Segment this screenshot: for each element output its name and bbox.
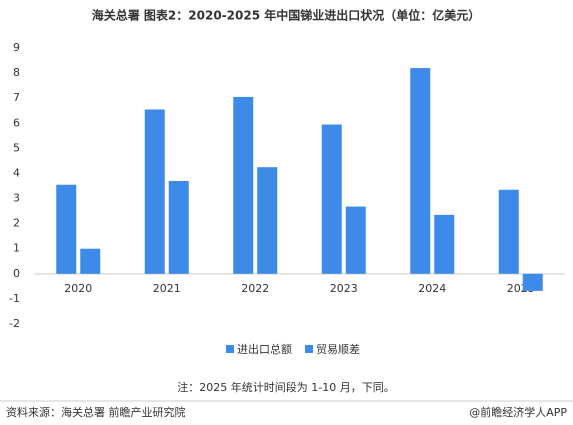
bar	[56, 184, 77, 274]
bar	[233, 96, 254, 274]
legend-swatch	[305, 345, 313, 353]
y-tick-label: 5	[13, 141, 20, 154]
bar	[144, 109, 165, 274]
chart-title: 海关总署 图表2：2020-2025 年中国锑业进出口状况（单位：亿美元）	[92, 8, 481, 23]
bar	[168, 180, 189, 274]
y-tick-label: 7	[13, 91, 20, 104]
legend-label: 贸易顺差	[316, 342, 360, 356]
bar	[434, 214, 455, 274]
bar	[80, 248, 101, 274]
x-tick-label: 2020	[64, 282, 92, 295]
bar	[522, 273, 543, 291]
legend-label: 进出口总额	[237, 342, 292, 356]
y-tick-label: -1	[9, 292, 20, 305]
bar	[257, 167, 278, 274]
x-tick-label: 2021	[153, 282, 181, 295]
y-tick-label: 1	[13, 242, 20, 255]
bar	[321, 124, 342, 274]
credit: @前瞻经济学人APP	[469, 405, 567, 419]
y-tick-label: 4	[13, 166, 20, 179]
y-tick-label: 2	[13, 217, 20, 230]
source: 资料来源：海关总署 前瞻产业研究院	[6, 405, 186, 419]
bar	[498, 189, 519, 274]
y-tick-label: -2	[9, 317, 20, 330]
y-tick-label: 9	[13, 41, 20, 54]
y-tick-label: 6	[13, 116, 20, 129]
legend-swatch	[226, 345, 234, 353]
bar	[410, 68, 431, 274]
note: 注：2025 年统计时间段为 1-10 月，下同。	[177, 380, 394, 394]
x-tick-label: 2023	[330, 282, 358, 295]
x-tick-label: 2022	[241, 282, 269, 295]
y-tick-label: 8	[13, 66, 20, 79]
y-tick-label: 0	[13, 267, 20, 280]
y-tick-label: 3	[13, 192, 20, 205]
bar	[345, 206, 366, 274]
x-tick-label: 2024	[418, 282, 446, 295]
